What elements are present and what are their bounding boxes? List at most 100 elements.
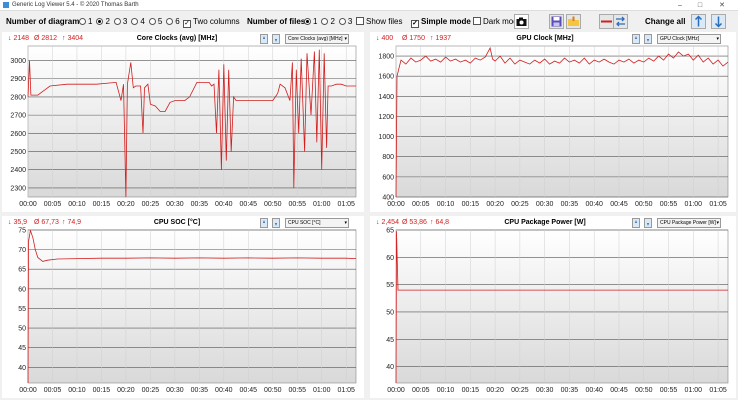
sensor-select[interactable]: CPU SOC [°C] ▾ [285,218,349,228]
stat-avg: Ø 2812 [34,35,57,42]
stat-max: ↑ 1937 [430,35,452,42]
y-tick-label: 45 [18,345,26,352]
x-tick-label: 00:35 [561,387,579,394]
files-radio-label: 2 [330,17,335,26]
maximize-icon[interactable]: □ [697,2,703,9]
change-all-down-button[interactable] [711,14,726,29]
line-color-button[interactable] [599,14,614,29]
x-tick-label: 00:40 [585,201,603,208]
series-line [395,231,728,384]
chart-svg: 75 70 65 60 55 50 45 40 00:00 00:05 00:10 00:15 00:2… [18,228,357,394]
files-radio-label: 1 [313,17,318,26]
show-files-label: Show files [366,17,403,26]
x-tick-label: 00:15 [462,201,480,208]
move-up-button[interactable] [632,34,640,44]
minimize-icon[interactable]: – [678,2,682,9]
stat-min: ↓ 400 [376,35,394,42]
diagrams-radio-2[interactable]: 2 [96,17,110,26]
diagrams-radio-6[interactable]: 6 [166,17,180,26]
sensor-select-value: CPU SOC [°C] [288,220,321,226]
x-tick-label: 00:00 [19,201,37,208]
stat-min: ↓ 2148 [8,35,30,42]
series-line [27,230,357,384]
x-tick-label: 00:50 [264,387,282,394]
x-tick-label: 00:50 [264,201,282,208]
x-tick-label: 00:30 [166,201,184,208]
move-down-button[interactable] [272,218,280,228]
y-tick-label: 75 [18,228,26,235]
x-tick-label: 00:10 [68,387,86,394]
x-tick-label: 00:15 [93,201,111,208]
show-files-checkbox[interactable]: Show files [356,15,402,28]
y-tick-label: 2800 [10,94,26,101]
y-tick-label: 1600 [378,74,394,81]
arrow-up-icon [694,15,703,27]
diagrams-radio-1[interactable]: 1 [79,17,92,26]
x-tick-label: 00:30 [536,387,554,394]
chart-panel-core-clocks: ↓ 2148 Ø 2812 ↑ 3404 Core Clocks (avg) [MHz… [2,32,364,212]
x-tick-label: 00:45 [240,387,258,394]
num-files-label: Number of files [247,17,306,26]
sensor-select[interactable]: CPU Package Power [W] ▾ [657,218,721,228]
x-tick-label: 00:55 [660,387,678,394]
x-tick-label: 00:50 [635,201,653,208]
dark-mode-label: Dark mode [483,17,523,26]
file-count-radio-group: 1 2 3 [304,15,356,28]
two-columns-checkbox[interactable]: ✓ Two columns [183,15,240,28]
move-down-button[interactable] [644,34,652,44]
y-tick-label: 2700 [10,113,26,120]
simple-mode-check-icon: ✓ [411,20,419,28]
save-button[interactable] [549,14,564,29]
sensor-select[interactable]: Core Clocks (avg) [MHz] ▾ [285,34,349,44]
diagrams-radio-5[interactable]: 5 [148,17,162,26]
chart-title: Core Clocks (avg) [MHz] [136,35,218,42]
y-tick-label: 600 [382,174,394,181]
x-tick-label: 00:20 [117,201,135,208]
plot-area [395,45,729,198]
show-files-check-icon [356,17,364,25]
files-radio-1[interactable]: 1 [304,17,317,26]
stat-min: ↓ 35,9 [8,219,28,226]
files-radio-2[interactable]: 2 [321,17,335,26]
files-radio-3[interactable]: 3 [338,17,352,26]
radio-circle-icon [148,18,156,25]
diagrams-radio-3[interactable]: 3 [113,17,128,26]
y-tick-label: 3000 [10,58,26,65]
screenshot-button[interactable] [514,14,529,29]
radio-circle-icon [166,18,174,25]
x-tick-label: 00:35 [561,201,579,208]
simple-mode-checkbox[interactable]: ✓ Simple mode [411,15,471,28]
x-tick-label: 01:00 [685,387,703,394]
move-up-button[interactable] [260,218,268,228]
stat-avg: Ø 67,73 [34,219,59,226]
open-file-button[interactable] [566,14,581,29]
camera-icon [516,17,527,26]
stat-max: ↑ 64,8 [430,219,450,226]
close-icon[interactable]: ✕ [719,2,725,9]
move-up-button[interactable] [260,34,268,44]
plot-area [27,229,357,384]
y-tick-label: 2300 [10,185,26,192]
swap-button[interactable] [613,14,628,29]
radio-circle-icon [96,18,104,25]
x-tick-label: 00:20 [117,387,135,394]
x-tick-label: 00:10 [437,387,455,394]
dark-mode-checkbox[interactable]: Dark mode [473,15,522,28]
move-up-button[interactable] [632,218,640,228]
sensor-select[interactable]: GPU Clock [MHz] ▾ [657,34,721,44]
x-tick-label: 00:40 [215,201,233,208]
x-tick-label: 00:15 [462,387,480,394]
x-tick-label: 00:45 [240,201,258,208]
diagrams-radio-4[interactable]: 4 [131,17,145,26]
x-tick-label: 00:10 [437,201,455,208]
change-all-up-button[interactable] [691,14,706,29]
y-tick-label: 65 [18,267,26,274]
x-tick-label: 01:00 [313,387,331,394]
move-down-button[interactable] [272,34,280,44]
radio-circle-icon [338,18,346,25]
move-down-button[interactable] [644,218,652,228]
radio-circle-icon [131,18,139,25]
y-tick-label: 50 [386,309,394,316]
diagrams-radio-label: 3 [122,17,128,26]
